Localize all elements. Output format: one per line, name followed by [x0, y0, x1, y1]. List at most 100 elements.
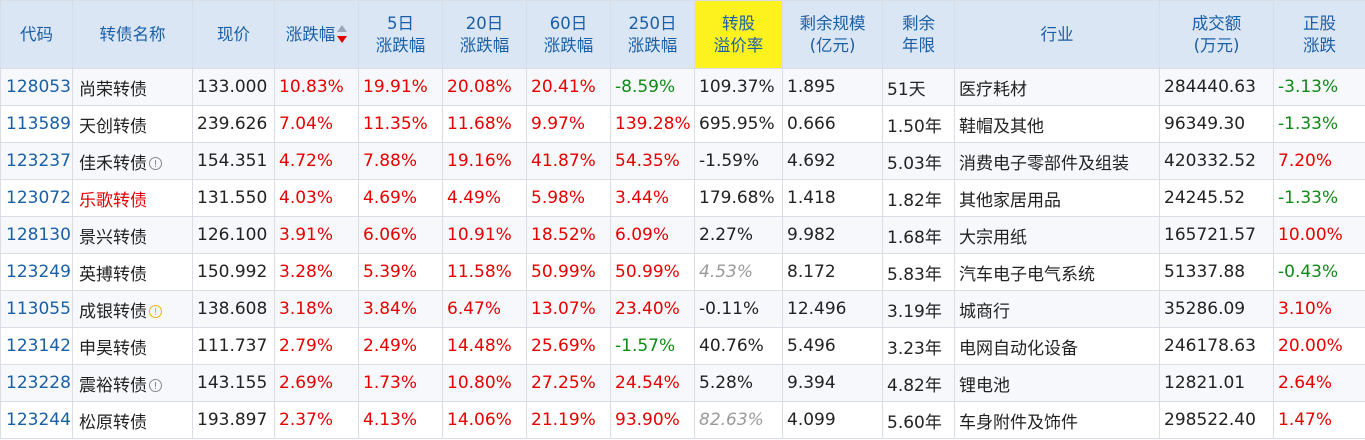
header-price-label: 现价: [217, 24, 250, 44]
bond-name-link[interactable]: 景兴转债: [79, 227, 147, 248]
change-250d-cell: 24.54%: [610, 364, 695, 402]
table-row[interactable]: 123237 佳禾转债! 154.351 4.72% 7.88% 19.16% 41.87%…: [0, 142, 1365, 180]
premium-cell: 109.37%: [694, 68, 783, 106]
bond-name-link[interactable]: 英搏转债: [79, 264, 147, 285]
bond-name-link[interactable]: 佳禾转债: [79, 153, 147, 174]
turnover-cell: 165721.57: [1159, 216, 1274, 254]
premium-cell: 5.28%: [694, 364, 783, 402]
bond-name-link[interactable]: 天创转债: [79, 116, 147, 137]
bond-name-link[interactable]: 松原转债: [79, 412, 147, 433]
bond-name-cell[interactable]: 英搏转债: [72, 253, 193, 291]
bond-name-link[interactable]: 成银转债: [79, 301, 147, 322]
header-remaining-scale[interactable]: 剩余规模 (亿元): [782, 0, 883, 69]
bond-code-link[interactable]: 113055: [0, 290, 73, 328]
header-change-60d[interactable]: 60日 涨跌幅: [526, 0, 611, 69]
info-alert-icon[interactable]: !: [149, 304, 162, 318]
industry-cell: 医疗耗材: [954, 68, 1160, 106]
stock-change-cell: 7.20%: [1273, 142, 1365, 180]
change-250d-cell: 139.28%: [610, 105, 695, 143]
header-change-5d[interactable]: 5日 涨跌幅: [358, 0, 443, 69]
industry-cell: 消费电子零部件及组装: [954, 142, 1160, 180]
bond-code-link[interactable]: 113589: [0, 105, 73, 143]
header-change-250d-line2: 涨跌幅: [627, 35, 678, 55]
bond-code-link[interactable]: 123072: [0, 179, 73, 217]
industry-cell: 车身附件及饰件: [954, 401, 1160, 439]
premium-cell: 40.76%: [694, 327, 783, 365]
header-change-20d-line1: 20日: [465, 13, 504, 33]
remaining-term-cell: 3.23年: [882, 327, 955, 365]
header-change-250d[interactable]: 250日 涨跌幅: [610, 0, 695, 69]
change-5d-cell: 4.69%: [358, 179, 443, 217]
change-20d-cell: 20.08%: [442, 68, 527, 106]
change-60d-cell: 21.19%: [526, 401, 611, 439]
header-change-label: 涨跌幅: [285, 24, 336, 44]
remaining-scale-cell: 0.666: [782, 105, 883, 143]
change-20d-cell: 10.80%: [442, 364, 527, 402]
table-row[interactable]: 123249 英搏转债 150.992 3.28% 5.39% 11.58% 50.99% 5…: [0, 253, 1365, 291]
bond-code-link[interactable]: 128053: [0, 68, 73, 106]
bond-name-cell[interactable]: 尚荣转债: [72, 68, 193, 106]
bond-code-link[interactable]: 123142: [0, 327, 73, 365]
header-industry[interactable]: 行业: [954, 0, 1160, 69]
header-remaining-term[interactable]: 剩余 年限: [882, 0, 955, 69]
header-stock-change[interactable]: 正股 涨跌: [1273, 0, 1365, 69]
bond-name-link[interactable]: 申昊转债: [79, 338, 147, 359]
bond-name-cell[interactable]: 景兴转债: [72, 216, 193, 254]
industry-cell: 汽车电子电气系统: [954, 253, 1160, 291]
table-row[interactable]: 123142 申昊转债 111.737 2.79% 2.49% 14.48% 25.69% -…: [0, 327, 1365, 365]
info-alert-icon[interactable]: !: [149, 378, 162, 392]
bond-name-cell[interactable]: 成银转债!: [72, 290, 193, 328]
table-row[interactable]: 128130 景兴转债 126.100 3.91% 6.06% 10.91% 18.52% 6…: [0, 216, 1365, 254]
header-name[interactable]: 转债名称: [72, 0, 193, 69]
bond-name-link[interactable]: 震裕转债: [79, 375, 147, 396]
change-20d-cell: 14.06%: [442, 401, 527, 439]
bond-name-cell[interactable]: 松原转债: [72, 401, 193, 439]
remaining-scale-cell: 8.172: [782, 253, 883, 291]
table-row[interactable]: 128053 尚荣转债 133.000 10.83% 19.91% 20.08% 20.41…: [0, 68, 1365, 106]
bond-name-cell[interactable]: 天创转债: [72, 105, 193, 143]
header-premium[interactable]: 转股 溢价率: [694, 0, 783, 69]
bond-name-cell[interactable]: 申昊转债: [72, 327, 193, 365]
change-cell: 2.37%: [274, 401, 359, 439]
change-60d-cell: 5.98%: [526, 179, 611, 217]
sort-desc-icon[interactable]: [337, 25, 348, 45]
change-20d-cell: 11.68%: [442, 105, 527, 143]
premium-cell: -0.11%: [694, 290, 783, 328]
bond-code-link[interactable]: 128130: [0, 216, 73, 254]
stock-change-cell: -1.33%: [1273, 179, 1365, 217]
bond-code-link[interactable]: 123228: [0, 364, 73, 402]
price-cell: 111.737: [192, 327, 275, 365]
change-cell: 2.79%: [274, 327, 359, 365]
bond-name-link[interactable]: 尚荣转债: [79, 79, 147, 100]
table-row[interactable]: 113589 天创转债 239.626 7.04% 11.35% 11.68% 9.97% 1…: [0, 105, 1365, 143]
table-row[interactable]: 123228 震裕转债! 143.155 2.69% 1.73% 10.80% 27.25%…: [0, 364, 1365, 402]
bond-name-cell[interactable]: 佳禾转债!: [72, 142, 193, 180]
stock-change-cell: 2.64%: [1273, 364, 1365, 402]
header-price[interactable]: 现价: [192, 0, 275, 69]
table-row[interactable]: 113055 成银转债! 138.608 3.18% 3.84% 6.47% 13.07% 2…: [0, 290, 1365, 328]
header-remaining-scale-line2: (亿元): [809, 35, 856, 55]
bond-code-link[interactable]: 123244: [0, 401, 73, 439]
bond-name-cell[interactable]: 震裕转债!: [72, 364, 193, 402]
header-turnover[interactable]: 成交额 (万元): [1159, 0, 1274, 69]
bond-name-cell[interactable]: 乐歌转债: [72, 179, 193, 217]
change-cell: 3.91%: [274, 216, 359, 254]
turnover-cell: 24245.52: [1159, 179, 1274, 217]
change-250d-cell: 3.44%: [610, 179, 695, 217]
bond-code-link[interactable]: 123249: [0, 253, 73, 291]
info-alert-icon[interactable]: !: [149, 156, 162, 170]
change-20d-cell: 6.47%: [442, 290, 527, 328]
turnover-cell: 246178.63: [1159, 327, 1274, 365]
change-5d-cell: 7.88%: [358, 142, 443, 180]
change-cell: 10.83%: [274, 68, 359, 106]
header-change[interactable]: 涨跌幅: [274, 0, 359, 69]
remaining-term-cell: 4.82年: [882, 364, 955, 402]
turnover-cell: 35286.09: [1159, 290, 1274, 328]
header-change-20d[interactable]: 20日 涨跌幅: [442, 0, 527, 69]
table-row[interactable]: 123072 乐歌转债 131.550 4.03% 4.69% 4.49% 5.98% 3.4…: [0, 179, 1365, 217]
header-code[interactable]: 代码: [0, 0, 73, 69]
change-20d-cell: 14.48%: [442, 327, 527, 365]
bond-code-link[interactable]: 123237: [0, 142, 73, 180]
table-row[interactable]: 123244 松原转债 193.897 2.37% 4.13% 14.06% 21.19% 9…: [0, 401, 1365, 439]
bond-name-link[interactable]: 乐歌转债: [79, 190, 147, 211]
